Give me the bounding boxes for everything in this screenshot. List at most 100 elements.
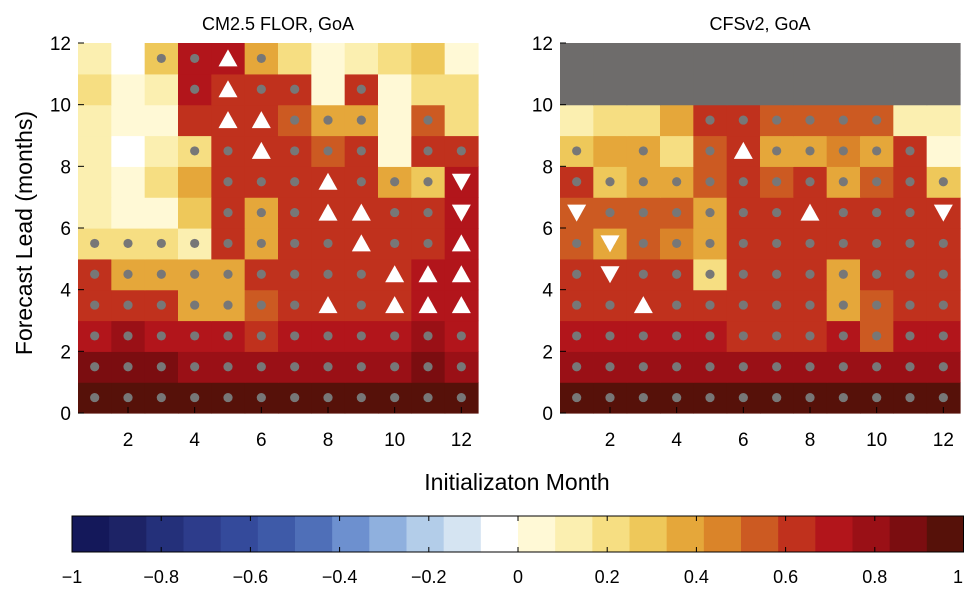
heatmap-cell: [560, 43, 594, 75]
significance-dot: [423, 115, 433, 125]
significance-dot: [290, 269, 300, 279]
heatmap-cell: [926, 104, 961, 137]
triangle-up-marker: [451, 234, 471, 252]
significance-dot: [423, 238, 433, 249]
significance-dot: [705, 207, 715, 218]
significance-dot: [256, 362, 266, 372]
significance-dot: [872, 331, 882, 341]
significance-dot: [872, 362, 882, 372]
triangle-down-marker: [933, 204, 953, 222]
significance-dot: [805, 362, 815, 372]
significance-dot: [638, 269, 648, 279]
triangle-up-marker: [318, 296, 338, 314]
significance-dot: [605, 392, 615, 403]
panel-title: CFSv2, GoA: [709, 14, 810, 34]
heatmap-cell: [144, 104, 179, 137]
heatmap-cell: [593, 135, 628, 167]
significance-dot: [705, 115, 715, 125]
significance-dot: [705, 146, 715, 156]
significance-dot: [323, 146, 333, 156]
significance-dot: [356, 115, 366, 125]
significance-dot: [872, 300, 882, 310]
significance-dot: [223, 207, 233, 218]
significance-dot: [772, 362, 782, 372]
significance-dot: [905, 331, 915, 341]
colorbar-segment: [109, 516, 147, 552]
significance-dot: [156, 238, 166, 249]
significance-dot: [705, 269, 715, 279]
significance-dot: [638, 331, 648, 341]
significance-dot: [423, 362, 433, 372]
significance-dot: [190, 362, 200, 372]
significance-dot: [290, 146, 300, 156]
significance-dot: [290, 238, 300, 249]
significance-dot: [456, 331, 466, 341]
colorbar-segment: [332, 516, 370, 552]
significance-dot: [90, 238, 100, 249]
significance-dot: [638, 362, 648, 372]
colorbar-tick-label: −0.8: [143, 567, 179, 587]
heatmap-cell: [378, 43, 412, 75]
significance-dot: [672, 300, 682, 310]
significance-dot: [256, 238, 266, 249]
colorbar-segment: [926, 516, 964, 552]
heatmap-cell: [560, 73, 594, 106]
significance-dot: [905, 177, 915, 187]
heatmap-cell: [660, 135, 694, 167]
significance-dot: [223, 392, 233, 403]
heatmap-cell: [144, 135, 179, 167]
significance-dot: [805, 269, 815, 279]
significance-dot: [423, 177, 433, 187]
heatmap-cell: [793, 73, 828, 106]
colorbar-segment: [518, 516, 556, 552]
significance-dot: [772, 207, 782, 218]
colorbar-segment: [146, 516, 185, 552]
heatmap-cell: [78, 104, 112, 137]
significance-dot: [805, 115, 815, 125]
heatmap-cell: [278, 43, 312, 75]
significance-dot: [423, 331, 433, 341]
significance-dot: [838, 331, 848, 341]
heatmap-cell: [793, 43, 828, 75]
heatmap-cell: [78, 43, 112, 75]
significance-dot: [905, 207, 915, 218]
significance-dot: [323, 269, 333, 279]
y-axis-label: Forecast Lead (months): [11, 111, 37, 355]
colorbar-tick-label: 0.8: [862, 567, 887, 587]
significance-dot: [872, 115, 882, 125]
heatmap-cell: [926, 73, 961, 106]
significance-dot: [572, 362, 582, 372]
y-tick-label: 8: [542, 157, 553, 178]
significance-dot: [356, 362, 366, 372]
heatmap-cell: [311, 43, 346, 75]
significance-dot: [390, 331, 400, 341]
significance-dot: [390, 238, 400, 249]
significance-dot: [572, 300, 582, 310]
heatmap-cell: [826, 73, 861, 106]
heatmap-cell: [626, 43, 661, 75]
triangle-down-marker: [600, 266, 620, 284]
significance-dot: [323, 362, 333, 372]
significance-dot: [738, 300, 748, 310]
significance-dot: [838, 269, 848, 279]
significance-dot: [805, 146, 815, 156]
significance-dot: [905, 362, 915, 372]
significance-dot: [638, 207, 648, 218]
panel-cm25-flor: 0 2 4 6 8 10 12 2 4 6 8 10 12 CM2.5 FLOR, GoA: [50, 14, 479, 451]
significance-dot: [872, 269, 882, 279]
significance-dot: [290, 362, 300, 372]
heatmap-cell: [760, 73, 794, 106]
significance-dot: [256, 392, 266, 403]
colorbar-segment: [741, 516, 779, 552]
significance-dot: [190, 269, 200, 279]
y-tick-label: 10: [532, 96, 553, 117]
heatmap-cell: [726, 43, 761, 75]
heatmap-cell: [693, 73, 728, 106]
triangle-up-marker: [318, 203, 338, 221]
heatmap-cell: [726, 73, 761, 106]
y-tick-label: 6: [60, 219, 71, 240]
significance-dot: [356, 84, 366, 94]
heatmap-cell: [626, 73, 661, 106]
heatmap-cell: [626, 104, 661, 137]
heatmap-cell: [178, 104, 212, 137]
